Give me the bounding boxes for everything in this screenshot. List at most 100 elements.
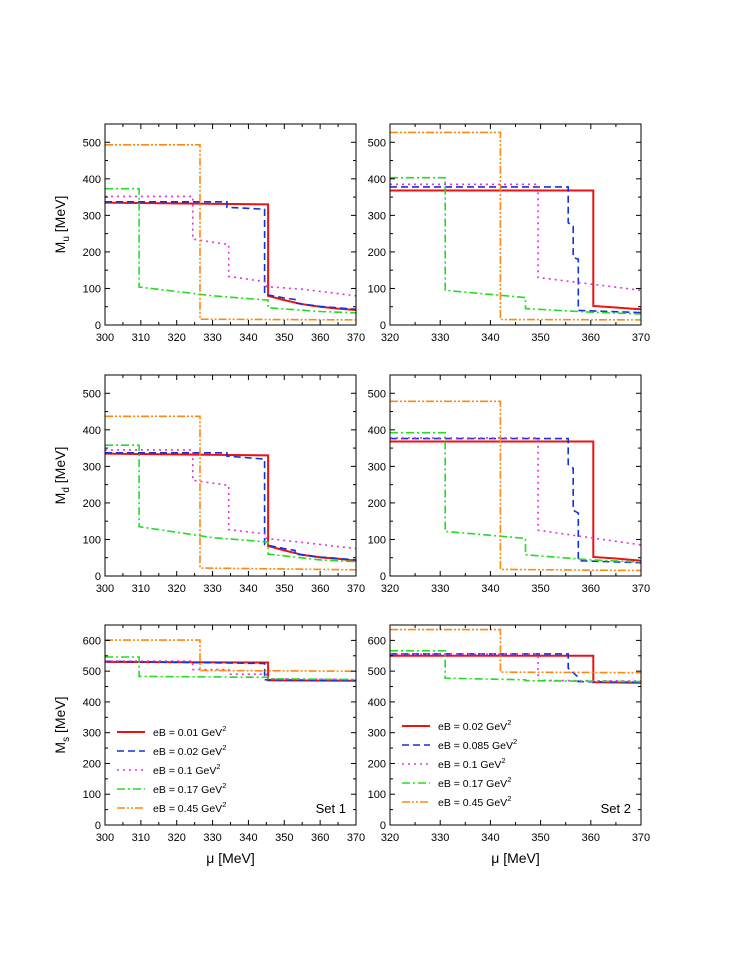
y-tick-label: 300 bbox=[368, 461, 386, 473]
panel-set1-Md: 300 310 320 330 340 350 360 370 0 100 200 300 400 500… bbox=[52, 374, 365, 595]
x-tick-label: 370 bbox=[347, 332, 365, 344]
x-tick-label: 360 bbox=[311, 583, 329, 595]
y-tick-label: 100 bbox=[83, 789, 101, 801]
plot-frame bbox=[104, 123, 357, 326]
x-tick-label: 320 bbox=[168, 832, 186, 844]
x-tick-label: 350 bbox=[275, 583, 293, 595]
x-tick-label: 330 bbox=[431, 583, 449, 595]
x-tick-label: 360 bbox=[311, 332, 329, 344]
panel-set2-Ms: 320 330 340 350 360 370 0 100 200 300 400 500 600 μ [… bbox=[368, 624, 650, 866]
series-line-3 bbox=[390, 653, 641, 682]
x-tick-label: 340 bbox=[481, 583, 499, 595]
x-tick-label: 360 bbox=[582, 832, 600, 844]
y-tick-label: 300 bbox=[368, 728, 386, 740]
plot-frame bbox=[389, 123, 642, 326]
y-tick-label: 200 bbox=[83, 758, 101, 770]
y-tick-label: 200 bbox=[368, 247, 386, 259]
y-tick-label: 400 bbox=[368, 697, 386, 709]
plot-area bbox=[105, 415, 356, 571]
plot-frame bbox=[389, 374, 642, 577]
x-tick-label: 350 bbox=[275, 332, 293, 344]
series-line-5 bbox=[105, 415, 356, 571]
x-tick-label: 310 bbox=[132, 332, 150, 344]
x-tick-label: 330 bbox=[203, 332, 221, 344]
legend-entry-4: eB = 0.17 GeV2 bbox=[438, 775, 511, 790]
x-tick-label: 330 bbox=[431, 832, 449, 844]
series-line-1 bbox=[390, 654, 641, 684]
x-tick-label: 370 bbox=[632, 832, 650, 844]
x-tick-label: 320 bbox=[381, 832, 399, 844]
y-axis-label: Ms [MeV] bbox=[52, 696, 72, 753]
x-tick-label: 370 bbox=[632, 583, 650, 595]
x-tick-label: 340 bbox=[239, 583, 257, 595]
x-tick-label: 360 bbox=[582, 332, 600, 344]
x-tick-label: 370 bbox=[632, 332, 650, 344]
x-tick-label: 320 bbox=[381, 332, 399, 344]
legend-entry-5: eB = 0.45 GeV2 bbox=[438, 794, 511, 809]
series-line-4 bbox=[390, 176, 641, 315]
plot-area bbox=[390, 131, 641, 321]
y-tick-label: 200 bbox=[368, 498, 386, 510]
series-line-2 bbox=[390, 653, 641, 683]
y-tick-label: 300 bbox=[368, 210, 386, 222]
series-line-4 bbox=[105, 656, 356, 681]
y-tick-label: 0 bbox=[380, 820, 386, 832]
y-tick-label: 400 bbox=[83, 425, 101, 437]
y-tick-label: 300 bbox=[83, 728, 101, 740]
set-label: Set 1 bbox=[316, 801, 346, 816]
x-tick-label: 320 bbox=[381, 583, 399, 595]
legend-entry-5: eB = 0.45 GeV2 bbox=[153, 800, 226, 815]
legend-entry-2: eB = 0.02 GeV2 bbox=[153, 743, 226, 758]
series-line-3 bbox=[105, 449, 356, 550]
set-label: Set 2 bbox=[601, 801, 631, 816]
y-tick-label: 400 bbox=[83, 174, 101, 186]
x-tick-label: 320 bbox=[168, 583, 186, 595]
y-tick-label: 100 bbox=[368, 283, 386, 295]
series-line-2 bbox=[390, 437, 641, 564]
y-tick-label: 100 bbox=[83, 283, 101, 295]
y-tick-label: 300 bbox=[83, 461, 101, 473]
series-line-5 bbox=[105, 144, 356, 321]
series-line-3 bbox=[390, 183, 641, 292]
y-tick-label: 300 bbox=[83, 210, 101, 222]
plot-area bbox=[390, 400, 641, 572]
x-tick-label: 330 bbox=[203, 832, 221, 844]
legend-entry-1: eB = 0.02 GeV2 bbox=[438, 718, 511, 733]
legend-entry-2: eB = 0.085 GeV2 bbox=[438, 737, 517, 752]
x-tick-label: 340 bbox=[481, 832, 499, 844]
series-line-2 bbox=[390, 186, 641, 314]
plot-area bbox=[390, 628, 641, 684]
y-tick-label: 400 bbox=[368, 425, 386, 437]
y-tick-label: 100 bbox=[368, 534, 386, 546]
panel-set1-Ms: 300 310 320 330 340 350 360 370 0 100 200 300 400 500… bbox=[52, 624, 365, 866]
x-tick-label: 310 bbox=[132, 583, 150, 595]
series-line-5 bbox=[390, 400, 641, 572]
x-tick-label: 300 bbox=[96, 583, 114, 595]
panel-set2-Mu: 320 330 340 350 360 370 0 100 200 300 400 500 bbox=[368, 123, 650, 344]
legend: eB = 0.02 GeV2 eB = 0.085 GeV2 eB = 0.1 Ge… bbox=[402, 718, 517, 809]
plot-area bbox=[105, 639, 356, 682]
series-line-4 bbox=[390, 431, 641, 563]
x-tick-label: 360 bbox=[582, 583, 600, 595]
series-line-1 bbox=[105, 452, 356, 562]
series-line-2 bbox=[105, 660, 356, 682]
y-tick-label: 500 bbox=[83, 666, 101, 678]
series-line-4 bbox=[105, 444, 356, 563]
x-tick-label: 340 bbox=[239, 332, 257, 344]
y-tick-label: 200 bbox=[83, 247, 101, 259]
y-tick-label: 500 bbox=[368, 666, 386, 678]
legend-entry-3: eB = 0.1 GeV2 bbox=[153, 762, 221, 777]
x-tick-label: 350 bbox=[275, 832, 293, 844]
series-line-5 bbox=[390, 131, 641, 321]
y-tick-label: 0 bbox=[95, 820, 101, 832]
y-tick-label: 100 bbox=[83, 534, 101, 546]
legend-entry-4: eB = 0.17 GeV2 bbox=[153, 781, 226, 796]
y-tick-label: 200 bbox=[83, 498, 101, 510]
series-line-1 bbox=[105, 201, 356, 311]
x-tick-label: 370 bbox=[347, 832, 365, 844]
plot-frame bbox=[104, 624, 357, 826]
series-line-5 bbox=[105, 639, 356, 672]
series-line-1 bbox=[390, 440, 641, 562]
x-tick-label: 300 bbox=[96, 832, 114, 844]
y-tick-label: 400 bbox=[83, 697, 101, 709]
